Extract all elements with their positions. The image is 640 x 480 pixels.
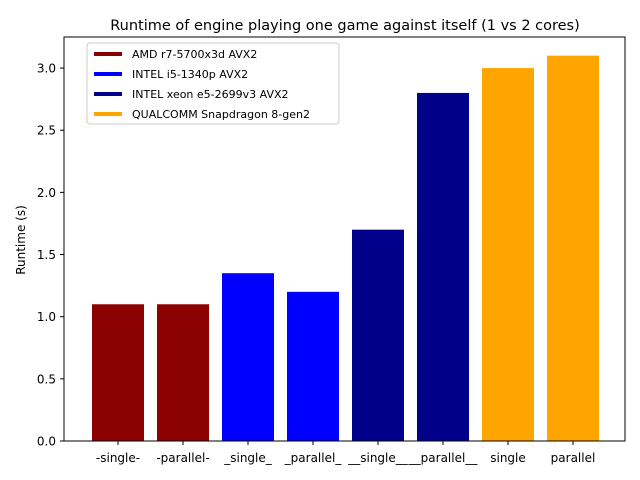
- legend: AMD r7-5700x3d AVX2 INTEL i5-1340p AVX2 IN…: [86, 42, 340, 125]
- legend-label-0: AMD r7-5700x3d AVX2: [132, 48, 257, 61]
- y-tick-label-4: 2.0: [37, 186, 56, 200]
- bar-2: [222, 273, 274, 441]
- y-tick-label-5: 2.5: [37, 124, 56, 138]
- plot-frame: [63, 36, 626, 442]
- y-axis: 0.0 0.5 1.0 1.5 2.0 2.5 3.0: [37, 62, 64, 449]
- x-tick-label-1: -parallel-: [156, 451, 209, 465]
- legend-label-1: INTEL i5-1340p AVX2: [132, 68, 248, 81]
- x-tick-label-0: -single-: [96, 451, 140, 465]
- y-tick-label-6: 3.0: [37, 62, 56, 76]
- legend-label-2: INTEL xeon e5-2699v3 AVX2: [132, 88, 289, 101]
- y-tick-label-0: 0.0: [37, 435, 56, 449]
- bar-3: [287, 291, 339, 441]
- bar-7: [547, 55, 599, 442]
- bar-1: [157, 304, 209, 441]
- y-tick-label-2: 1.0: [37, 310, 56, 324]
- legend-label-3: QUALCOMM Snapdragon 8-gen2: [132, 108, 310, 121]
- x-tick-label-5: __parallel__: [408, 451, 479, 465]
- bars-group: [92, 55, 599, 442]
- x-tick-label-7: parallel: [551, 451, 596, 465]
- x-tick-label-3: _parallel_: [284, 451, 343, 465]
- bar-5: [417, 92, 469, 441]
- x-tick-label-6: single: [490, 451, 526, 465]
- bar-0: [92, 304, 144, 441]
- y-tick-label-1: 0.5: [37, 372, 56, 386]
- bar-4: [352, 229, 404, 441]
- x-tick-label-2: _single_: [223, 451, 273, 465]
- y-axis-label: Runtime (s): [14, 205, 28, 275]
- y-tick-label-3: 1.5: [37, 248, 56, 262]
- bar-6: [482, 68, 534, 442]
- legend-box: [86, 42, 340, 125]
- x-axis: -single- -parallel- _single_ _parallel_ __si…: [96, 441, 595, 465]
- chart-title: Runtime of engine playing one game again…: [110, 18, 580, 34]
- x-tick-label-4: __single__: [347, 451, 409, 465]
